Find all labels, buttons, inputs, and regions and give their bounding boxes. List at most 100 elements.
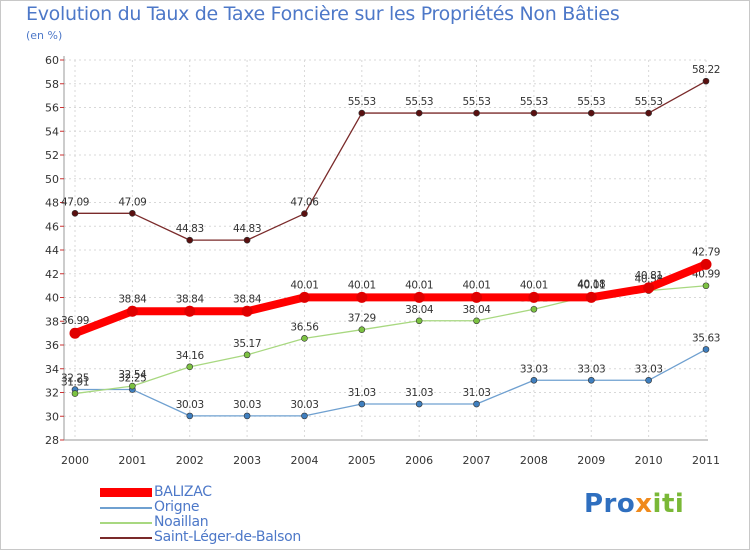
y-tick-label-50: 50	[45, 173, 59, 186]
data-label-saint-l-ger-de-balson-2003: 44.83	[233, 223, 261, 235]
x-tick-label-2010: 2010	[635, 454, 663, 467]
point-saint-l-ger-de-balson-2005	[358, 109, 366, 117]
data-label-balizac-2007: 40.01	[463, 279, 491, 291]
y-tick-label-32: 32	[45, 387, 59, 400]
y-tick-label-54: 54	[45, 125, 59, 138]
legend-swatch-origne	[100, 507, 152, 509]
y-tick-label-28: 28	[45, 434, 59, 447]
point-balizac-2002	[184, 305, 196, 317]
y-tick-label-40: 40	[45, 292, 59, 305]
point-balizac-2011	[700, 258, 712, 270]
proxiti-logo: Proxiti	[584, 489, 685, 519]
point-balizac-2010	[643, 282, 655, 294]
data-label-origne-2009: 33.03	[577, 363, 605, 375]
point-origne-2008	[530, 376, 538, 384]
point-balizac-2005	[356, 291, 368, 303]
data-label-noaillan-2007: 38.04	[463, 304, 492, 316]
point-saint-l-ger-de-balson-2007	[473, 109, 480, 117]
point-balizac-2008	[528, 291, 540, 303]
y-tick-label-60: 60	[45, 54, 59, 67]
x-tick-label-2006: 2006	[405, 454, 433, 467]
series-line-origne	[74, 348, 707, 417]
data-label-balizac-2001: 38.84	[118, 293, 147, 305]
data-label-saint-l-ger-de-balson-2009: 55.53	[577, 96, 605, 108]
data-label-noaillan-2001: 32.54	[118, 369, 147, 381]
point-noaillan-2000	[71, 390, 79, 397]
x-tick-label-2002: 2002	[176, 454, 204, 467]
data-label-noaillan-2002: 34.16	[176, 350, 205, 362]
legend-swatch-noaillan	[100, 522, 152, 524]
x-tick-label-2008: 2008	[520, 454, 548, 467]
data-label-balizac-2002: 38.84	[176, 293, 205, 305]
point-noaillan-2003	[243, 351, 251, 359]
y-tick-label-48: 48	[45, 197, 59, 210]
data-label-balizac-2005: 40.01	[348, 279, 376, 291]
data-label-origne-2011: 35.63	[692, 332, 720, 344]
point-balizac-2000	[69, 327, 81, 339]
point-noaillan-2006	[415, 317, 423, 325]
point-origne-2004	[301, 412, 308, 420]
data-label-balizac-2006: 40.01	[405, 279, 433, 291]
data-label-noaillan-2005: 37.29	[348, 313, 376, 325]
y-tick-label-44: 44	[45, 244, 59, 257]
y-tick-label-52: 52	[45, 149, 59, 162]
point-saint-l-ger-de-balson-2000	[71, 210, 79, 217]
legend-label-noaillan: Noaillan	[154, 514, 209, 530]
data-label-saint-l-ger-de-balson-2007: 55.53	[463, 96, 491, 108]
x-tick-label-2001: 2001	[118, 454, 146, 467]
point-origne-2009	[587, 376, 595, 384]
data-label-noaillan-2006: 38.04	[405, 304, 434, 316]
point-noaillan-2007	[473, 317, 480, 325]
point-noaillan-2002	[186, 363, 194, 371]
y-tick-label-38: 38	[45, 315, 59, 328]
legend-label-saint-leger: Saint-Léger-de-Balson	[154, 529, 301, 545]
point-noaillan-2004	[301, 335, 308, 342]
point-saint-l-ger-de-balson-2001	[129, 210, 136, 217]
point-balizac-2009	[585, 291, 597, 303]
series-line-balizac	[71, 260, 710, 338]
data-label-saint-l-ger-de-balson-2011: 58.22	[692, 64, 720, 76]
data-label-origne-2007: 31.03	[463, 387, 491, 399]
y-tick-label-58: 58	[45, 78, 59, 91]
data-label-origne-2000: 32.25	[61, 373, 89, 385]
data-label-origne-2004: 30.03	[290, 399, 318, 411]
point-origne-2010	[645, 376, 652, 384]
x-tick-label-2011: 2011	[692, 454, 720, 467]
series-line-saint-l-ger-de-balson	[74, 80, 707, 241]
unit-label: (en %)	[26, 29, 63, 42]
x-tick-label-2005: 2005	[348, 454, 376, 467]
data-label-origne-2005: 31.03	[348, 387, 376, 399]
x-tick-label-2000: 2000	[61, 454, 89, 467]
point-balizac-2001	[126, 305, 138, 317]
data-label-balizac-2011: 42.79	[692, 246, 720, 258]
data-label-saint-l-ger-de-balson-2010: 55.53	[635, 96, 663, 108]
data-label-noaillan-2000: 31.91	[61, 377, 89, 389]
x-tick-label-2009: 2009	[577, 454, 605, 467]
x-tick-label-2007: 2007	[463, 454, 491, 467]
point-noaillan-2008	[530, 305, 538, 313]
data-label-noaillan-2009: 40.18	[577, 278, 605, 290]
data-label-balizac-2009: 40.01	[577, 279, 605, 291]
y-tick-label-30: 30	[45, 410, 59, 423]
data-label-origne-2010: 33.03	[635, 363, 663, 375]
data-label-saint-l-ger-de-balson-2008: 55.53	[520, 96, 548, 108]
x-tick-label-2003: 2003	[233, 454, 261, 467]
x-tick-label-2004: 2004	[290, 454, 318, 467]
data-label-saint-l-ger-de-balson-2005: 55.53	[348, 96, 376, 108]
point-saint-l-ger-de-balson-2011	[702, 77, 710, 85]
point-origne-2006	[415, 400, 423, 408]
legend-swatch-saint-leger	[100, 537, 152, 539]
point-saint-l-ger-de-balson-2008	[530, 109, 538, 117]
point-balizac-2003	[241, 305, 253, 317]
point-balizac-2007	[471, 291, 483, 303]
point-origne-2002	[186, 412, 194, 420]
data-label-saint-l-ger-de-balson-2004: 47.06	[290, 197, 319, 209]
data-label-balizac-2000: 36.99	[61, 315, 89, 327]
point-saint-l-ger-de-balson-2009	[587, 109, 595, 117]
point-noaillan-2005	[358, 326, 366, 333]
data-label-noaillan-2003: 35.17	[233, 338, 261, 350]
data-label-balizac-2003: 38.84	[233, 293, 262, 305]
data-label-saint-l-ger-de-balson-2006: 55.53	[405, 96, 433, 108]
point-saint-l-ger-de-balson-2006	[415, 109, 423, 117]
